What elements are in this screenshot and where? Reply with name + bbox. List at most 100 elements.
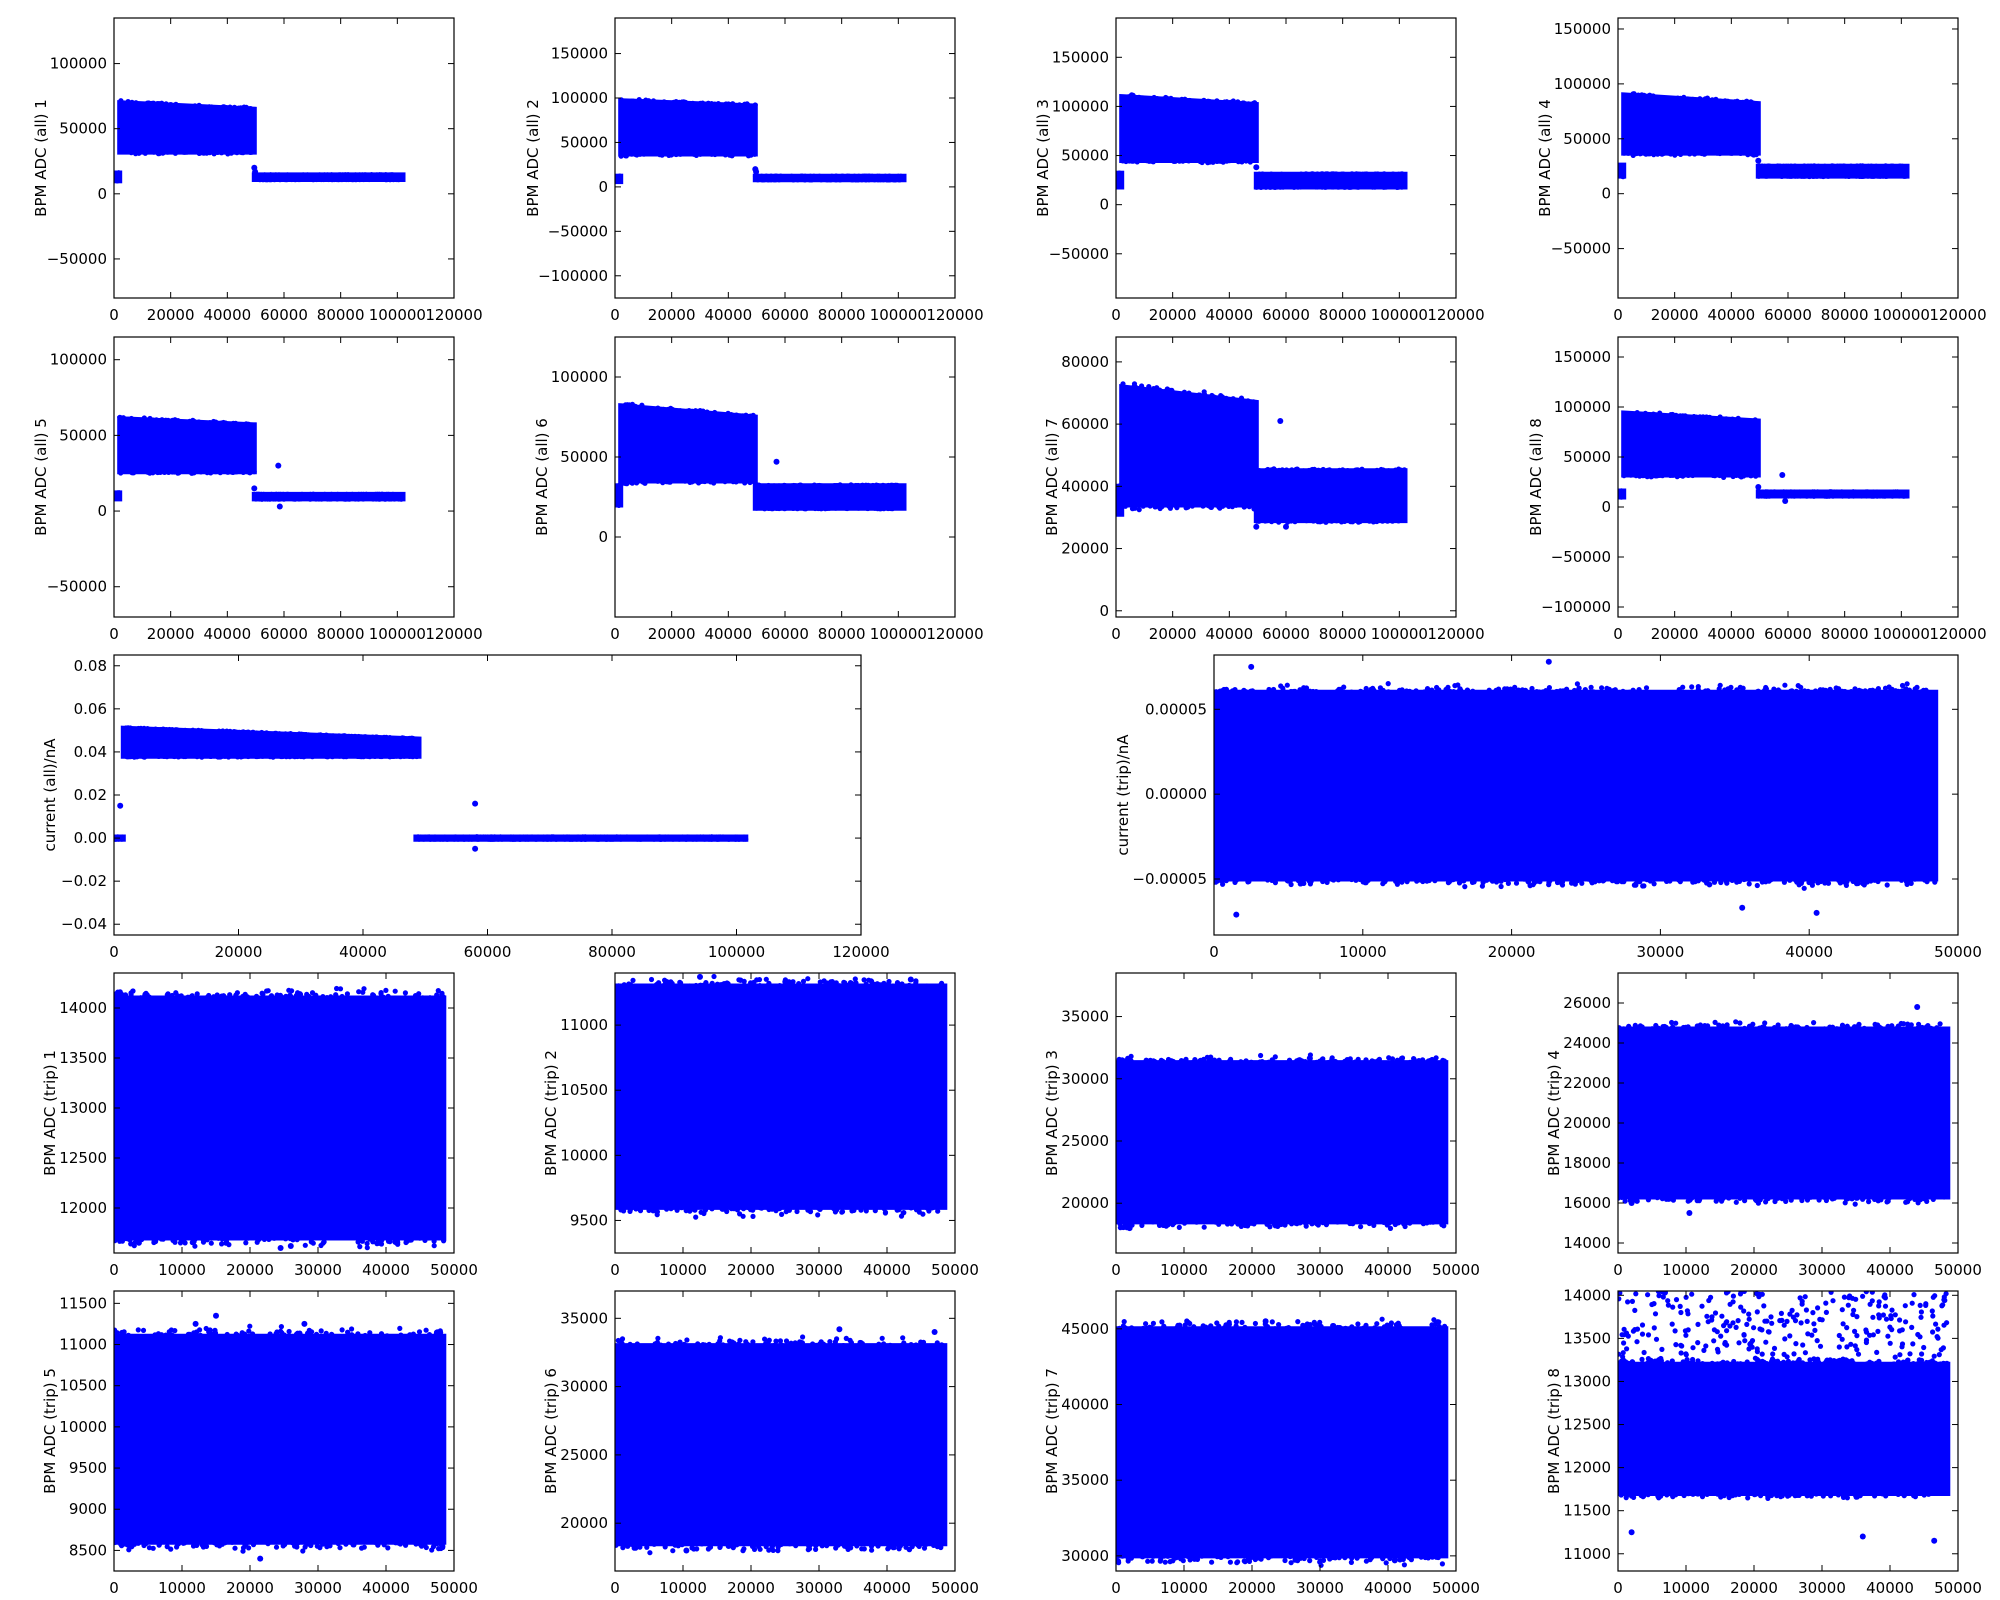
y-axis-label: BPM ADC (trip) 7 <box>1043 1368 1061 1494</box>
scatter-point <box>691 1206 697 1212</box>
scatter-point <box>1513 880 1520 886</box>
scatter-point <box>773 1338 779 1344</box>
scatter-point <box>1620 174 1626 180</box>
scatter-point <box>231 729 237 735</box>
scatter-point <box>1348 689 1355 695</box>
outlier-point <box>1296 1057 1303 1064</box>
scatter-point <box>706 1341 712 1347</box>
x-tick-label: 40000 <box>1205 306 1253 324</box>
scatter-point <box>274 491 280 497</box>
scatter-point <box>1848 1341 1854 1347</box>
scatter-point <box>1363 685 1369 692</box>
x-tick-label: 0 <box>1613 625 1623 643</box>
scatter-point <box>1286 1057 1293 1063</box>
outlier-point <box>697 973 703 980</box>
scatter-point <box>1631 882 1637 888</box>
scatter-point <box>1844 1495 1850 1501</box>
scatter-point <box>1694 1023 1700 1029</box>
scatter-point <box>1814 1338 1820 1344</box>
scatter-point <box>1919 1351 1925 1357</box>
x-tick-label: 20000 <box>648 625 696 643</box>
scatter-point <box>1703 689 1709 695</box>
scatter-point <box>751 1546 758 1552</box>
scatter-point <box>328 496 334 502</box>
scatter-point <box>262 172 268 178</box>
x-tick-label: 120000 <box>1427 625 1484 643</box>
scatter-point <box>1836 1344 1842 1350</box>
scatter-point <box>1380 881 1386 887</box>
scatter-point <box>1730 1293 1736 1299</box>
scatter-point <box>1662 1023 1668 1030</box>
scatter-point <box>782 505 789 511</box>
scatter-point <box>143 1541 149 1547</box>
scatter-point <box>268 993 275 999</box>
scatter-point <box>204 1237 210 1243</box>
scatter-point <box>1200 503 1206 509</box>
scatter-point <box>175 470 181 476</box>
scatter-point <box>673 151 679 158</box>
scatter-point <box>206 104 213 110</box>
x-tick-label: 0 <box>1111 306 1121 324</box>
x-tick-label: 40000 <box>203 625 251 643</box>
scatter-point <box>1399 879 1405 885</box>
scatter-point <box>1912 1196 1918 1202</box>
scatter-point <box>379 172 385 178</box>
scatter-point <box>1405 876 1411 882</box>
subplot-8: 0 20000 40000 60000 80000 100000 120000−100000… <box>1527 336 1987 643</box>
scatter-point <box>915 1542 921 1548</box>
scatter-point <box>1259 1059 1265 1065</box>
scatter-point <box>1252 1320 1258 1327</box>
scatter-point <box>844 505 850 512</box>
scatter-point <box>1741 1308 1747 1314</box>
scatter-point <box>1235 99 1241 105</box>
scatter-point <box>1813 1491 1819 1497</box>
x-tick-label: 0 <box>109 306 119 324</box>
scatter-point <box>1746 1023 1753 1029</box>
scatter-point <box>328 491 335 497</box>
x-tick-label: 50000 <box>1432 1261 1480 1279</box>
scatter-point <box>939 1342 945 1348</box>
scatter-point <box>1677 879 1683 885</box>
scatter-point <box>1298 184 1304 190</box>
scatter-point <box>1645 1492 1651 1498</box>
scatter-point <box>1144 1553 1150 1559</box>
scatter-point <box>1192 1556 1198 1562</box>
scatter-point <box>279 753 285 760</box>
x-tick-label: 60000 <box>1262 306 1310 324</box>
scatter-point <box>1938 1347 1944 1353</box>
scatter-point <box>287 992 293 998</box>
scatter-point <box>1769 1320 1775 1326</box>
scatter-point <box>393 1540 399 1546</box>
x-tick-label: 20000 <box>147 306 195 324</box>
data-marks <box>114 725 749 852</box>
scatter-point <box>150 417 157 423</box>
scatter-band-2 <box>117 100 257 155</box>
scatter-point <box>1372 1325 1378 1331</box>
scatter-point <box>887 1342 893 1348</box>
scatter-point <box>697 100 703 106</box>
subplot-15: 0 10000 20000 30000 40000 5000085009000950010… <box>41 1290 478 1597</box>
scatter-point <box>1811 489 1817 495</box>
scatter-point <box>740 1206 747 1212</box>
scatter-point <box>726 836 732 842</box>
scatter-point <box>251 469 257 475</box>
scatter-point <box>626 981 632 987</box>
scatter-point <box>1439 1561 1445 1567</box>
y-tick-label: 10000 <box>59 1418 107 1436</box>
scatter-point <box>1159 1319 1165 1325</box>
scatter-point <box>1395 518 1402 524</box>
data-marks <box>1618 1004 1951 1216</box>
y-tick-label: 50000 <box>1563 448 1611 466</box>
y-tick-label: 0.02 <box>74 786 107 804</box>
scatter-point <box>1295 1319 1301 1325</box>
scatter-point <box>1939 1303 1945 1309</box>
scatter-point <box>1380 1555 1386 1561</box>
scatter-point <box>691 1546 697 1552</box>
scatter-point <box>224 1331 230 1338</box>
y-tick-label: 20000 <box>1061 540 1109 558</box>
scatter-point <box>810 1341 816 1347</box>
scatter-point <box>365 753 371 759</box>
scatter-point <box>1263 467 1269 473</box>
scatter-point <box>306 995 312 1001</box>
scatter-point <box>1325 1059 1332 1066</box>
